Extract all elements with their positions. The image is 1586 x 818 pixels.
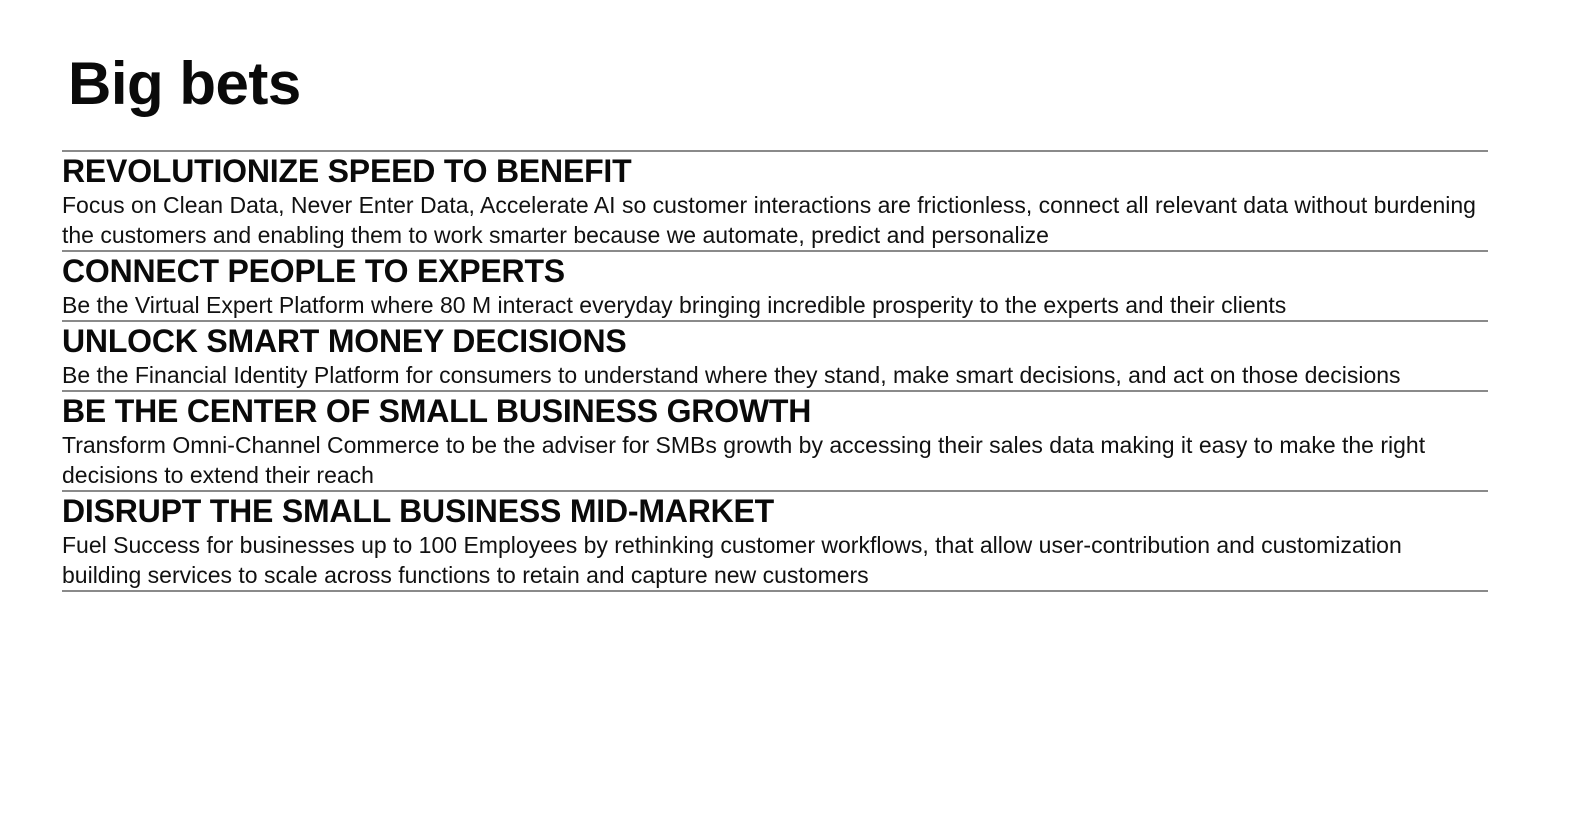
page-title: Big bets — [68, 50, 301, 117]
bet-item-connect-experts: CONNECT PEOPLE TO EXPERTS Be the Virtual… — [62, 252, 1488, 322]
bet-item-mid-market: DISRUPT THE SMALL BUSINESS MID-MARKET Fu… — [62, 492, 1488, 592]
big-bets-list: REVOLUTIONIZE SPEED TO BENEFIT Focus on … — [62, 150, 1488, 592]
bet-description: Transform Omni-Channel Commerce to be th… — [62, 432, 1426, 488]
bet-item-small-business-growth: BE THE CENTER OF SMALL BUSINESS GROWTH T… — [62, 392, 1488, 492]
bet-heading: REVOLUTIONIZE SPEED TO BENEFIT — [62, 153, 632, 189]
bet-item-smart-money: UNLOCK SMART MONEY DECISIONS Be the Fina… — [62, 322, 1488, 392]
bet-description: Be the Virtual Expert Platform where 80 … — [62, 292, 1287, 318]
bet-heading: CONNECT PEOPLE TO EXPERTS — [62, 253, 565, 289]
bet-description: Be the Financial Identity Platform for c… — [62, 362, 1401, 388]
bet-heading: BE THE CENTER OF SMALL BUSINESS GROWTH — [62, 393, 812, 429]
bet-heading: DISRUPT THE SMALL BUSINESS MID-MARKET — [62, 493, 775, 529]
bet-description: Focus on Clean Data, Never Enter Data, A… — [62, 192, 1476, 248]
bet-item-revolutionize-speed: REVOLUTIONIZE SPEED TO BENEFIT Focus on … — [62, 152, 1488, 252]
bet-heading: UNLOCK SMART MONEY DECISIONS — [62, 323, 627, 359]
bet-description: Fuel Success for businesses up to 100 Em… — [62, 532, 1402, 588]
